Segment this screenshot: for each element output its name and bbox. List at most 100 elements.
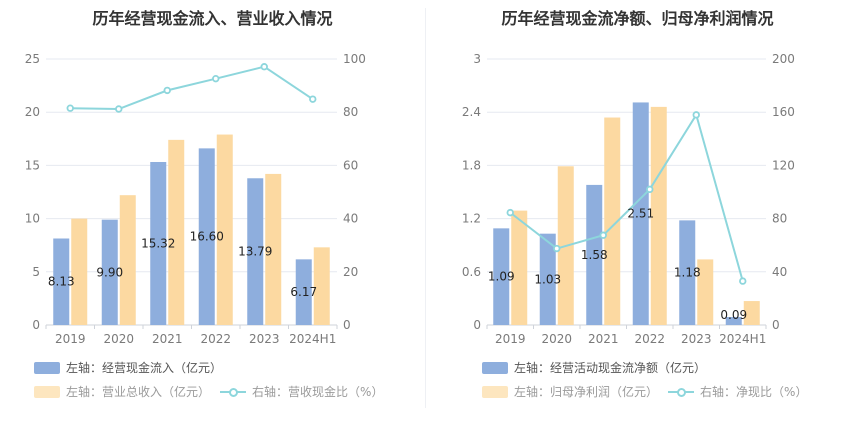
legend-label: 营业总收入（亿元） xyxy=(102,385,211,399)
y-left-tick-label: 0 xyxy=(473,318,481,332)
y-left-tick-label: 2.4 xyxy=(462,105,481,119)
y-right-tick-label: 60 xyxy=(343,158,358,172)
bar-secondary xyxy=(650,106,667,325)
bar-primary xyxy=(53,238,70,325)
y-right-tick-label: 0 xyxy=(343,318,351,332)
bar-primary xyxy=(493,228,510,325)
ratio-line xyxy=(70,65,314,111)
bar-data-label: 8.13 xyxy=(48,275,75,289)
ratio-point xyxy=(506,208,514,217)
bar-data-label: 6.17 xyxy=(290,285,317,299)
y-left-tick-label: 25 xyxy=(25,52,40,66)
legend-row-2: 左轴： 归母净利润（亿元） 右轴： 净现比（%） xyxy=(482,383,807,400)
bar-data-label: 9.90 xyxy=(96,265,123,279)
bar-primary xyxy=(539,233,556,325)
ratio-point xyxy=(309,95,317,103)
bar-data-label: 1.09 xyxy=(488,270,515,284)
ratio-point xyxy=(599,231,607,239)
x-tick-label: 2021 xyxy=(152,332,183,346)
y-right-tick-label: 100 xyxy=(343,52,366,66)
y-right-tick-label: 80 xyxy=(343,105,358,119)
ratio-point xyxy=(212,74,220,83)
bar-primary xyxy=(586,184,603,325)
ratio-point xyxy=(646,185,654,194)
legend-label: 营收现金比（%） xyxy=(288,385,384,399)
bar-primary xyxy=(150,161,167,325)
x-tick-label: 2020 xyxy=(541,332,572,346)
bar-secondary xyxy=(216,134,233,325)
x-tick-label: 2019 xyxy=(55,332,86,346)
bar-data-label: 0.09 xyxy=(720,308,747,322)
y-left-tick-label: 0.6 xyxy=(462,265,481,279)
y-right-tick-label: 200 xyxy=(772,52,795,66)
bar-data-label: 13.79 xyxy=(238,245,272,259)
y-right-tick-label: 0 xyxy=(772,318,780,332)
y-right-tick-label: 20 xyxy=(343,265,358,279)
ratio-point xyxy=(163,86,171,95)
y-left-tick-label: 10 xyxy=(25,212,40,226)
ratio-point xyxy=(260,63,268,71)
ratio-point xyxy=(553,244,561,253)
legend-prefix: 左轴： xyxy=(514,361,551,375)
bar-primary xyxy=(198,148,215,325)
bar-secondary xyxy=(697,259,714,325)
legend-label: 净现比（%） xyxy=(736,385,808,399)
y-left-tick-label: 5 xyxy=(32,265,40,279)
bar-primary xyxy=(247,178,264,325)
y-right-tick-label: 80 xyxy=(772,212,787,226)
bar-data-label: 1.58 xyxy=(581,248,608,262)
x-tick-label: 2020 xyxy=(103,332,134,346)
x-tick-label: 2021 xyxy=(588,332,619,346)
legend-prefix: 左轴： xyxy=(514,385,551,399)
bar-data-label: 1.18 xyxy=(674,266,701,280)
legend-swatch-yellow xyxy=(34,385,60,398)
legend-label: 经营活动现金流净额（亿元） xyxy=(550,361,707,375)
y-left-tick-label: 3 xyxy=(473,52,481,66)
legend-swatch-blue xyxy=(34,361,60,374)
legend-swatch-blue xyxy=(482,361,508,374)
legend-prefix: 右轴： xyxy=(700,385,737,399)
legend-line-swatch xyxy=(668,386,695,398)
bar-secondary xyxy=(313,247,330,325)
bar-data-label: 2.51 xyxy=(627,207,654,221)
chart-panel-cashflow-revenue: 历年经营现金流入、营业收入情况 0 5 10 15 20 25 0 20 40 60 80 100 20… xyxy=(25,9,384,400)
ratio-point xyxy=(739,277,747,285)
ratio-point xyxy=(66,104,74,112)
legend-swatch-yellow xyxy=(482,385,508,398)
y-left-tick-label: 1.8 xyxy=(462,158,481,172)
bar-secondary xyxy=(743,301,760,325)
chart-plot: 0 0.6 1.2 1.8 2.4 3 0 40 80 120 160 200 2019 2020 2021… xyxy=(462,52,795,346)
bar-secondary xyxy=(604,117,621,326)
bar-data-label: 16.60 xyxy=(190,230,224,244)
legend-item-bar-1[interactable]: 左轴： 经营活动现金流净额（亿元） xyxy=(482,359,706,376)
bar-secondary xyxy=(71,218,88,325)
y-right-tick-label: 40 xyxy=(772,265,787,279)
bar-primary xyxy=(679,220,696,325)
bar-data-label: 15.32 xyxy=(141,236,175,250)
ratio-point xyxy=(692,111,700,119)
chart-panel-netcash-profit: 历年经营现金流净额、归母净利润情况 0 0.6 1.2 1.8 2.4 3 0 40 80 120… xyxy=(425,0,850,437)
x-tick-label: 2019 xyxy=(495,332,526,346)
bar-secondary xyxy=(265,173,282,325)
bar-primary xyxy=(295,259,312,325)
legend-label: 归母净利润（亿元） xyxy=(550,385,659,399)
ratio-point xyxy=(115,105,123,113)
y-left-tick-label: 1.2 xyxy=(462,212,481,226)
y-left-tick-label: 0 xyxy=(32,318,40,332)
legend-prefix: 右轴： xyxy=(252,385,289,399)
bar-secondary xyxy=(168,139,185,325)
chart-title: 历年经营现金流入、营业收入情况 xyxy=(92,9,333,28)
chart-title: 历年经营现金流净额、归母净利润情况 xyxy=(501,9,774,28)
legend-item-bar-1[interactable]: 左轴： 经营现金流入（亿元） xyxy=(34,359,222,376)
x-tick-label: 2022 xyxy=(634,332,665,346)
y-left-tick-label: 20 xyxy=(25,105,40,119)
x-tick-label: 2022 xyxy=(200,332,231,346)
x-tick-label: 2024H1 xyxy=(719,332,766,346)
y-right-tick-label: 160 xyxy=(772,105,795,119)
bar-data-label: 1.03 xyxy=(534,272,561,286)
y-right-tick-label: 120 xyxy=(772,158,795,172)
bar-secondary xyxy=(119,195,136,325)
bar-primary xyxy=(101,219,118,325)
legend-prefix: 左轴： xyxy=(66,361,103,375)
legend-row-2: 左轴： 营业总收入（亿元） 右轴： 营收现金比（%） xyxy=(34,383,383,400)
